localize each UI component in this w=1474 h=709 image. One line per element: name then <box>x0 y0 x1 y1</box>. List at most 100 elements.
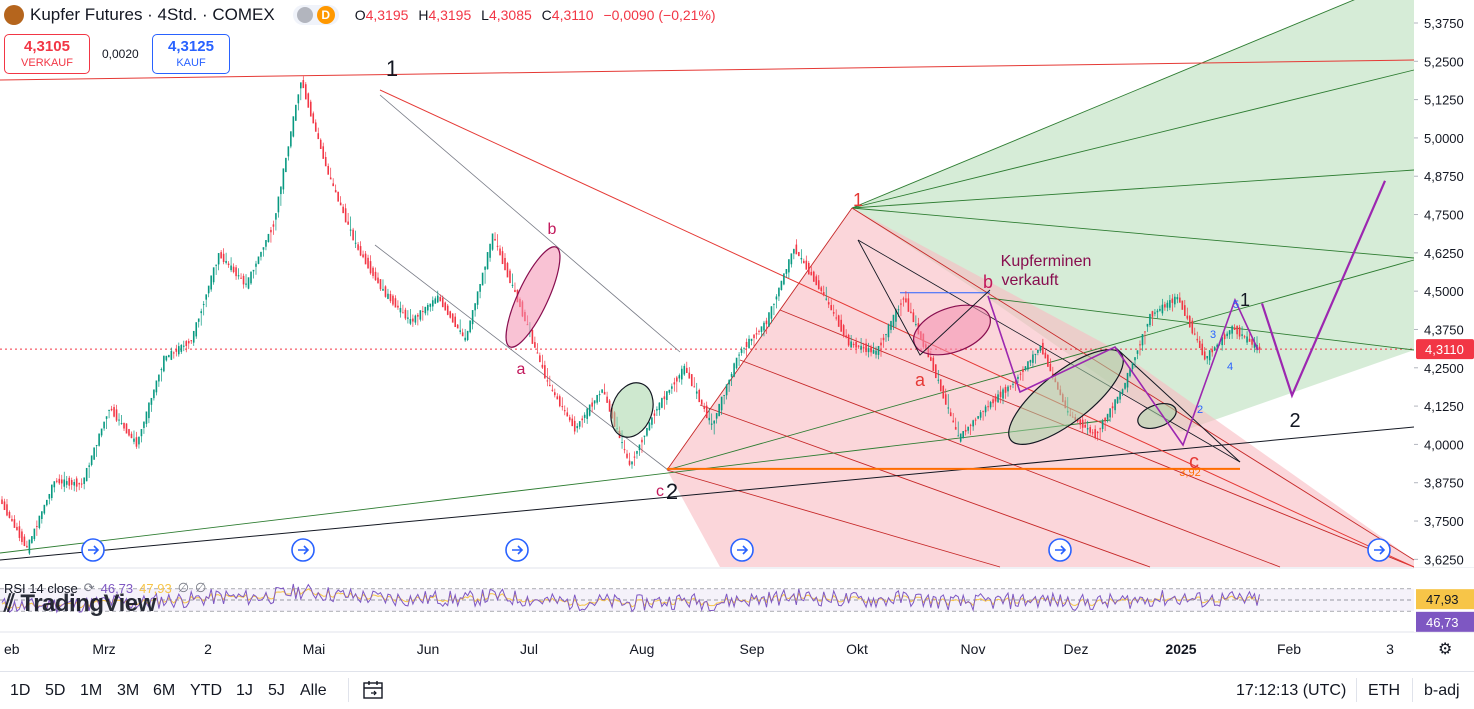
timeframe-ytd[interactable]: YTD <box>190 682 222 699</box>
refresh-icon[interactable]: ⟳ <box>83 580 95 595</box>
price-candle <box>561 397 564 411</box>
price-candle <box>982 410 984 421</box>
price-candle <box>765 317 768 334</box>
timeframe-1m[interactable]: 1M <box>80 682 103 699</box>
event-marker-icon[interactable] <box>81 538 105 562</box>
price-candle <box>568 414 571 423</box>
wave-label-b-nov: b <box>983 272 993 292</box>
price-candle <box>75 476 78 492</box>
price-candle <box>857 344 860 349</box>
price-candle <box>389 290 392 304</box>
event-marker-icon[interactable] <box>730 538 754 562</box>
price-candle <box>566 407 569 417</box>
price-tick-label: 4,5000 <box>1424 284 1464 299</box>
price-candle <box>1208 349 1211 366</box>
buy-button[interactable]: 4,3125 KAUF <box>152 34 230 74</box>
time-tick-label: Mai <box>303 641 326 657</box>
price-candle <box>780 280 783 291</box>
calendar-range-icon[interactable] <box>362 680 384 700</box>
price-candle <box>907 293 910 312</box>
price-candle <box>309 99 312 117</box>
price-candle <box>220 250 222 259</box>
price-candle <box>312 111 315 124</box>
price-candle <box>275 213 277 231</box>
price-candle <box>347 212 349 225</box>
price-candle <box>573 416 576 435</box>
support-label: 3,92 <box>1179 467 1200 479</box>
price-candle <box>1159 305 1161 312</box>
rsi-legend[interactable]: RSI 14 close ⟳ 46,73 47,93 ∅ ∅ <box>4 580 206 596</box>
settings-gear-icon[interactable]: ⚙ <box>1438 641 1453 658</box>
utc-clock[interactable]: 17:12:13 (UTC) <box>1236 682 1347 699</box>
price-candle <box>1228 330 1231 340</box>
price-candle <box>80 478 83 488</box>
interval-badge[interactable]: D <box>316 6 335 24</box>
tradingview-logo[interactable]: ⫽ TradingView <box>4 590 156 618</box>
price-candle <box>190 340 193 344</box>
price-candle <box>959 433 962 443</box>
price-candle <box>58 474 61 485</box>
price-candle <box>1002 387 1004 405</box>
price-candle <box>586 408 588 424</box>
timeframe-1j[interactable]: 1J <box>236 682 253 699</box>
red-fork-line <box>739 359 1281 568</box>
timeframe-3m[interactable]: 3M <box>117 682 140 699</box>
price-candle <box>1238 324 1241 340</box>
hidden-value-icon: ∅ <box>177 580 190 595</box>
time-tick-label: Dez <box>1064 641 1089 657</box>
timeframe-1d[interactable]: 1D <box>10 682 31 699</box>
price-candle <box>623 440 626 454</box>
price-candle <box>733 362 735 378</box>
price-candle <box>872 342 875 355</box>
price-candle <box>593 400 596 410</box>
price-candle <box>601 389 603 394</box>
price-candle <box>95 444 98 457</box>
price-candle <box>257 256 260 265</box>
timeframe-5j[interactable]: 5J <box>268 682 285 699</box>
price-candle <box>748 335 750 349</box>
price-candle <box>407 310 409 324</box>
price-candle <box>1184 299 1186 316</box>
timeframe-6m[interactable]: 6M <box>153 682 176 699</box>
timeframe-alle[interactable]: Alle <box>300 682 327 699</box>
price-candle <box>683 363 686 376</box>
price-candle <box>845 329 847 339</box>
event-marker-icon[interactable] <box>1048 538 1072 562</box>
event-marker-icon[interactable] <box>505 538 529 562</box>
price-candle <box>78 482 80 491</box>
price-candle <box>1243 334 1246 339</box>
price-candle <box>484 266 486 284</box>
event-marker-icon[interactable] <box>291 538 315 562</box>
price-candle <box>807 260 810 275</box>
price-candle <box>967 426 969 434</box>
price-candle <box>21 528 23 545</box>
price-candle <box>862 342 865 353</box>
price-candle <box>598 390 601 402</box>
symbol-title[interactable]: Kupfer Futures · 4Std. · COMEX <box>30 5 275 24</box>
spread-value: 0,0020 <box>102 47 139 61</box>
event-marker-icon[interactable] <box>1367 538 1391 562</box>
price-candle <box>1156 308 1159 319</box>
back-adjust-toggle[interactable]: b-adj <box>1424 682 1460 699</box>
red-fork-line <box>699 404 1151 568</box>
price-candle <box>481 272 484 286</box>
price-candle <box>417 312 419 326</box>
session-toggle[interactable]: ETH <box>1368 682 1400 699</box>
price-candle <box>46 499 48 507</box>
ohlc-open-value: 4,3195 <box>365 7 409 23</box>
dez-wedge-line <box>1114 346 1241 463</box>
price-candle <box>307 92 310 108</box>
price-candle <box>314 119 317 132</box>
timeframe-5d[interactable]: 5D <box>45 682 66 699</box>
eye-icon[interactable] <box>296 7 313 23</box>
price-candle <box>285 157 287 173</box>
price-candle <box>372 266 374 279</box>
interval-pill[interactable]: D <box>292 5 339 25</box>
price-candle <box>1193 327 1196 336</box>
price-candle <box>710 413 713 430</box>
wave-label-a-jul: a <box>517 361 526 378</box>
price-candle <box>755 327 758 340</box>
bottom-toolbar: 1D 5D 1M 3M 6M YTD 1J 5J Alle 17:12:13 (… <box>0 671 1474 709</box>
sell-button[interactable]: 4,3105 VERKAUF <box>4 34 90 74</box>
